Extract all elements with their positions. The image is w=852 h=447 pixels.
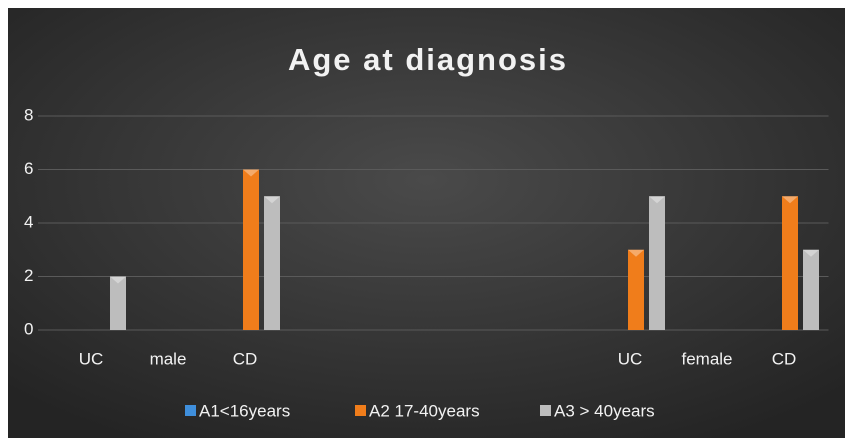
x-tick-label: UC [618, 349, 643, 368]
x-tick-label: male [150, 349, 187, 368]
x-tick-label: female [681, 349, 732, 368]
y-tick-label: 8 [24, 105, 33, 124]
bar [628, 249, 644, 330]
bar-cap [803, 249, 819, 257]
y-tick-label: 6 [24, 159, 33, 178]
bar [264, 196, 280, 330]
bar [803, 249, 819, 330]
legend-swatch [185, 405, 196, 416]
legend-label: A1<16years [199, 401, 290, 420]
y-tick-label: 2 [24, 266, 33, 285]
legend-swatch [540, 405, 551, 416]
bar-cap [628, 249, 644, 257]
legend-label: A3 > 40years [554, 401, 655, 420]
y-tick-label: 4 [24, 212, 33, 231]
bar-cap [110, 276, 126, 284]
x-tick-label: CD [233, 349, 258, 368]
bar [110, 276, 126, 330]
bar [782, 196, 798, 330]
bar-cap [649, 196, 665, 204]
x-tick-label: CD [772, 349, 797, 368]
bar-cap [243, 169, 259, 177]
chart-title: Age at diagnosis [288, 42, 568, 77]
x-tick-label: UC [79, 349, 104, 368]
y-tick-label: 0 [24, 319, 33, 338]
bar [649, 196, 665, 330]
legend-label: A2 17-40years [369, 401, 480, 420]
bar [243, 169, 259, 330]
legend-swatch [355, 405, 366, 416]
bar-cap [782, 196, 798, 204]
bar-cap [264, 196, 280, 204]
